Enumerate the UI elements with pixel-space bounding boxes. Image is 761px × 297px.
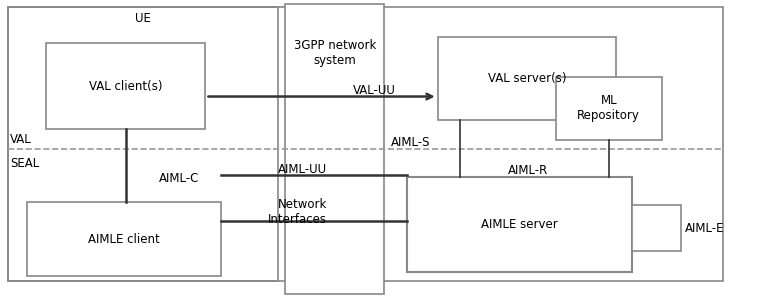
Bar xyxy=(8,7,278,281)
Text: VAL server(s): VAL server(s) xyxy=(488,72,567,85)
Text: VAL client(s): VAL client(s) xyxy=(89,80,162,93)
Bar xyxy=(46,43,205,129)
Text: AIML-UU: AIML-UU xyxy=(278,163,327,176)
Text: VAL: VAL xyxy=(10,133,32,146)
Text: VAL-UU: VAL-UU xyxy=(353,84,396,97)
Bar xyxy=(407,177,632,272)
Bar xyxy=(632,205,681,251)
Text: SEAL: SEAL xyxy=(10,157,39,170)
Text: ML
Repository: ML Repository xyxy=(578,94,640,122)
Bar xyxy=(556,77,662,140)
Text: UE: UE xyxy=(135,12,151,25)
Bar xyxy=(27,202,221,276)
Bar xyxy=(438,37,616,120)
Text: AIML-C: AIML-C xyxy=(158,172,199,185)
Text: AIMLE client: AIMLE client xyxy=(88,233,160,246)
Text: AIML-S: AIML-S xyxy=(390,136,430,149)
Text: AIMLE server: AIMLE server xyxy=(482,218,558,231)
Text: AIML-R: AIML-R xyxy=(508,164,548,177)
Bar xyxy=(285,4,384,294)
Text: 3GPP network
system: 3GPP network system xyxy=(294,40,376,67)
Text: Network
Interfaces: Network Interfaces xyxy=(268,198,327,226)
Text: AIML-E: AIML-E xyxy=(685,222,724,235)
